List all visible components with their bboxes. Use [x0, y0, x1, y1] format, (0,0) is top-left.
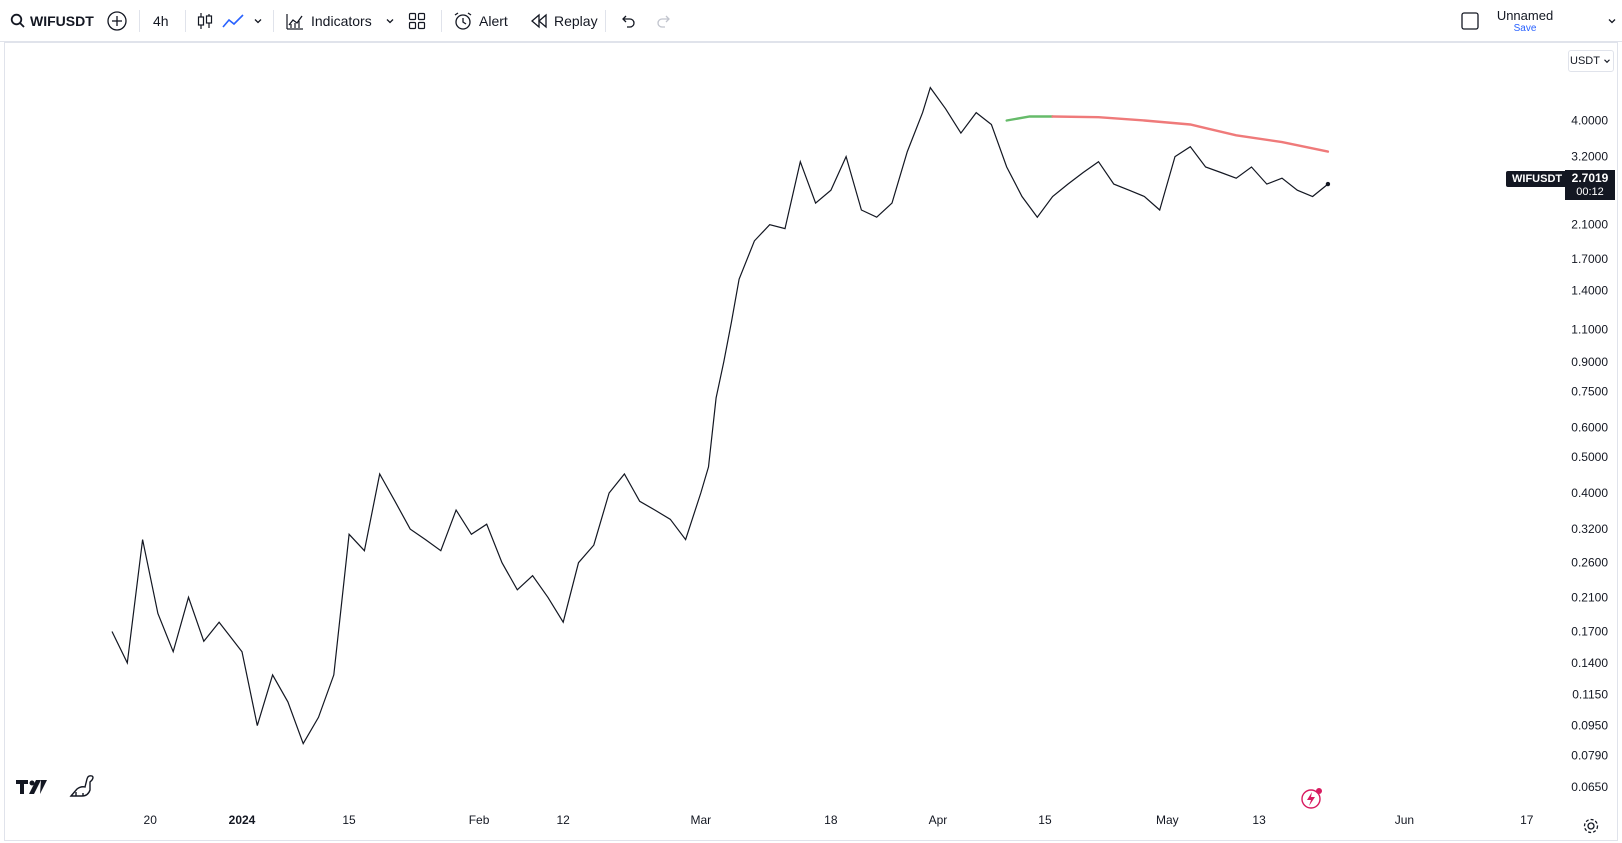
chevron-down-icon	[1604, 59, 1610, 64]
toolbar-divider	[605, 10, 606, 32]
save-status: Save	[1513, 23, 1537, 34]
price-tick-label: 0.6000	[1571, 420, 1608, 434]
chevron-down-icon	[386, 19, 394, 24]
price-tick-label: 0.2100	[1571, 590, 1608, 604]
price-tick-label: 0.9000	[1571, 355, 1608, 369]
indicators-label: Indicators	[311, 13, 372, 29]
chart-type-dropdown[interactable]	[252, 0, 264, 42]
price-tick-label: 4.0000	[1571, 113, 1608, 127]
interval-label: 4h	[153, 13, 169, 29]
undo-button[interactable]	[619, 0, 637, 42]
time-tick-label: Jun	[1395, 813, 1414, 827]
time-tick-label: 13	[1252, 813, 1266, 827]
bolt-icon[interactable]	[1300, 786, 1324, 810]
settings-icon[interactable]	[1582, 817, 1600, 835]
chart-type-candles-button[interactable]	[196, 0, 214, 42]
time-tick-label: 12	[557, 813, 571, 827]
price-tick-label: 2.1000	[1571, 218, 1608, 232]
dino-icon[interactable]	[68, 772, 96, 798]
tradingview-logo[interactable]	[16, 778, 48, 796]
time-tick-label: Mar	[691, 813, 712, 827]
symbol-search-button[interactable]: WIFUSDT	[10, 0, 94, 42]
ma-rising-segment	[1005, 115, 1054, 122]
price-tick-label: 0.4000	[1571, 486, 1608, 500]
symbol-price-label: WIFUSDT	[1506, 171, 1569, 187]
candles-icon	[197, 13, 213, 29]
currency-selector[interactable]: USDT	[1568, 50, 1614, 72]
price-tick-label: 0.1400	[1571, 656, 1608, 670]
price-tick-label: 1.7000	[1571, 252, 1608, 266]
redo-icon	[657, 15, 670, 28]
price-tick-label: 3.2000	[1571, 150, 1608, 164]
price-line	[111, 86, 1329, 746]
undo-icon	[622, 15, 635, 28]
indicators-button[interactable]: Indicators	[285, 0, 372, 42]
price-tick-label: 0.0790	[1571, 748, 1608, 762]
layouts-button[interactable]	[408, 0, 426, 42]
last-price-label: 2.7019 00:12	[1565, 170, 1615, 200]
time-tick-label: Feb	[469, 813, 490, 827]
toolbar-divider	[441, 10, 442, 32]
fullscreen-button[interactable]	[1460, 0, 1480, 42]
indicators-dropdown[interactable]	[384, 0, 396, 42]
last-price-value: 2.7019	[1571, 171, 1609, 185]
search-icon	[10, 13, 25, 28]
chart-pane[interactable]	[4, 42, 1618, 841]
time-tick-label: Apr	[929, 813, 948, 827]
alert-icon	[454, 12, 472, 30]
ma-falling-segment	[1051, 115, 1330, 153]
time-tick-label: 2024	[229, 813, 256, 827]
indicators-icon	[286, 14, 303, 30]
chart-type-line-button[interactable]	[221, 0, 245, 42]
price-tick-label: 0.1150	[1572, 688, 1608, 702]
line-chart-icon	[222, 14, 244, 28]
toolbar-divider	[139, 10, 140, 32]
price-axis[interactable]: 4.0000 3.2000 2.1000 1.7000 1.4000 1.1000 0.90…	[1571, 113, 1608, 794]
currency-label: USDT	[1570, 55, 1600, 67]
price-tick-label: 1.1000	[1571, 322, 1608, 336]
time-tick-label: 17	[1520, 813, 1534, 827]
chevron-down-icon	[1608, 19, 1616, 24]
top-toolbar: WIFUSDT 4h Indicators Alert Replay	[0, 0, 1622, 42]
time-tick-label: 15	[342, 813, 356, 827]
price-tick-label: 0.3200	[1571, 522, 1608, 536]
layout-dropdown[interactable]	[1606, 0, 1618, 42]
symbol-name: WIFUSDT	[30, 13, 94, 29]
price-tick-label: 0.2600	[1571, 556, 1608, 570]
time-tick-label: 15	[1038, 813, 1052, 827]
replay-icon	[531, 13, 547, 29]
price-tick-label: 0.7500	[1571, 384, 1608, 398]
time-tick-label: May	[1156, 813, 1179, 827]
moving-average	[1005, 115, 1330, 153]
replay-button[interactable]: Replay	[530, 0, 598, 42]
replay-label: Replay	[554, 13, 598, 29]
compare-symbol-button[interactable]	[106, 0, 128, 42]
alert-label: Alert	[479, 13, 508, 29]
layout-name-button[interactable]: Unnamed Save	[1490, 0, 1560, 42]
toolbar-divider	[185, 10, 186, 32]
time-tick-label: 20	[144, 813, 158, 827]
price-tick-label: 0.1700	[1571, 624, 1608, 638]
price-tick-label: 1.4000	[1571, 283, 1608, 297]
fullscreen-icon	[1461, 12, 1479, 30]
alert-button[interactable]: Alert	[453, 0, 508, 42]
chevron-down-icon	[254, 19, 262, 24]
price-tick-label: 0.0950	[1571, 719, 1608, 733]
price-tick-label: 0.5000	[1571, 450, 1608, 464]
bar-countdown: 00:12	[1576, 186, 1604, 198]
interval-button[interactable]: 4h	[153, 0, 169, 42]
price-tick-label: 0.0650	[1571, 780, 1608, 794]
layout-name: Unnamed	[1496, 8, 1554, 23]
redo-button[interactable]	[655, 0, 673, 42]
price-series	[111, 86, 1331, 746]
layouts-icon	[408, 12, 426, 30]
toolbar-divider	[273, 10, 274, 32]
last-price-dot	[1325, 181, 1331, 187]
time-tick-label: 18	[824, 813, 838, 827]
time-axis[interactable]: 20 2024 15 Feb 12 Mar 18 Apr 15 May 13 Jun 17	[144, 813, 1534, 827]
add-symbol-icon	[107, 11, 127, 31]
